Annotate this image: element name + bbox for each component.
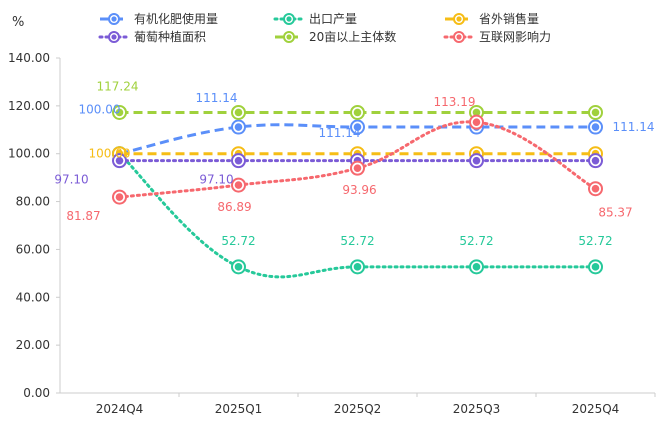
legend-label: 省外销售量: [479, 11, 539, 26]
axes: 0.00 20.00 40.00 60.00 80.00 100.00 120.00 140.…: [8, 51, 656, 416]
series-5: [112, 114, 603, 205]
legend-swatch-core: [456, 16, 462, 22]
y-tick-label: 120.00: [8, 99, 50, 113]
data-point-core: [234, 156, 243, 165]
legend-swatch-core: [286, 34, 292, 40]
legend-label: 出口产量: [309, 12, 357, 26]
x-tick-label: 2025Q2: [334, 402, 382, 416]
legend-item-4: 20亩以上主体数: [275, 29, 396, 44]
data-label: 111.14: [196, 91, 238, 105]
series-layer: [112, 104, 603, 279]
legend-item-5: 互联网影响力: [443, 29, 551, 44]
data-point-core: [472, 156, 481, 165]
data-label: 81.87: [66, 209, 100, 223]
data-point-core: [353, 108, 362, 117]
data-point-core: [591, 108, 600, 117]
series-4: [112, 104, 603, 120]
data-label: 93.96: [342, 183, 376, 197]
data-label: 113.19: [434, 95, 476, 109]
data-label: 52.72: [221, 234, 255, 248]
data-point-core: [353, 164, 362, 172]
data-label: 52.72: [578, 234, 612, 248]
data-label: 111.14: [613, 120, 655, 134]
x-tick-label: 2025Q4: [572, 402, 620, 416]
data-point-core: [115, 108, 124, 117]
legend-item-2: 省外销售量: [445, 11, 539, 26]
data-point-core: [234, 123, 243, 131]
series-3: [112, 153, 603, 169]
legend-swatch-core: [111, 34, 117, 40]
data-point-core: [591, 156, 600, 165]
legend-swatch-core: [286, 16, 292, 22]
y-tick-label: 140.00: [8, 51, 50, 65]
x-tick-label: 2025Q3: [453, 402, 501, 416]
legend-swatch-core: [111, 16, 117, 22]
legend-label: 有机化肥使用量: [134, 11, 218, 26]
data-point-core: [472, 118, 481, 126]
data-point-core: [591, 184, 600, 193]
data-point-core: [115, 193, 124, 201]
data-point-core: [472, 263, 481, 271]
y-tick-label: 60.00: [16, 242, 50, 256]
data-label: 117.24: [97, 79, 139, 93]
data-point-core: [591, 123, 600, 131]
legend-item-0: 有机化肥使用量: [100, 11, 218, 26]
data-label: 85.37: [598, 206, 632, 220]
data-label: 97.10: [199, 173, 233, 187]
data-label: 100.00: [79, 103, 121, 117]
y-tick-label: 100.00: [8, 147, 50, 161]
data-point-core: [353, 123, 362, 131]
legend-label: 葡萄种植面积: [134, 29, 206, 44]
data-label: 100.00: [89, 147, 131, 161]
legend-item-3: 葡萄种植面积: [98, 29, 206, 44]
y-tick-label: 80.00: [16, 195, 50, 209]
legend-swatch-core: [456, 34, 462, 40]
y-axis-unit: %: [12, 15, 24, 30]
legend-label: 20亩以上主体数: [309, 29, 396, 44]
legend-item-1: 出口产量: [273, 12, 357, 26]
data-label: 52.72: [459, 234, 493, 248]
data-labels: 100.00 111.14 111.14 111.14 52.72 52.72 52.72 5…: [54, 79, 654, 247]
data-label: 97.10: [54, 173, 88, 187]
data-label: 86.89: [217, 200, 251, 214]
y-tick-label: 40.00: [16, 290, 50, 304]
x-tick-label: 2024Q4: [96, 402, 144, 416]
data-point-core: [234, 263, 243, 271]
legend-label: 互联网影响力: [479, 29, 551, 44]
data-point-core: [115, 156, 124, 165]
data-point-core: [353, 263, 362, 271]
data-point-core: [234, 108, 243, 117]
y-tick-label: 0.00: [23, 386, 50, 400]
data-point-core: [591, 263, 600, 271]
data-label: 111.14: [319, 126, 361, 140]
data-label: 52.72: [340, 234, 374, 248]
x-tick-label: 2025Q1: [215, 402, 263, 416]
data-point-core: [234, 181, 243, 189]
y-tick-label: 20.00: [16, 338, 50, 352]
data-point-core: [472, 108, 481, 117]
